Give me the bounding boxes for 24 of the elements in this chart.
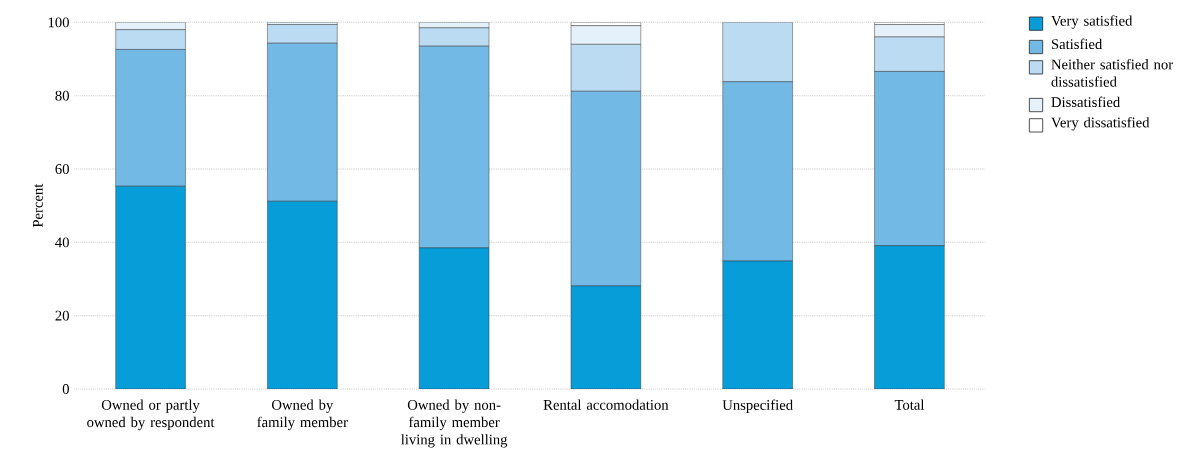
y-tick-label: 80: [55, 90, 69, 101]
y-tick-label: 20: [55, 310, 69, 321]
legend-label: Neither satisfied nor dissatisfied: [1051, 58, 1173, 87]
x-tick-label: Owned or partly owned by respondent: [87, 399, 215, 431]
y-axis-title: Percent: [33, 183, 43, 228]
bar: [418, 247, 490, 389]
legend-label: Satisfied: [1051, 38, 1103, 50]
bar: [267, 201, 338, 389]
legend-label: Very dissatisfied: [1051, 116, 1150, 131]
bar: [570, 285, 642, 389]
bar: [874, 245, 945, 389]
x-tick-label: Total: [894, 399, 925, 410]
y-tick-label: 0: [62, 384, 69, 394]
x-tick-label: Owned by family member: [257, 399, 348, 431]
bar: [722, 260, 793, 389]
x-tick-label: Rental accomodation: [543, 399, 669, 410]
y-tick-label: 60: [55, 164, 69, 174]
y-tick-label: 100: [48, 17, 69, 28]
legend-label: Very satisfied: [1051, 15, 1133, 29]
y-tick-label: 40: [55, 237, 69, 248]
legend-label: Dissatisfied: [1051, 96, 1121, 108]
x-tick-label: Owned by non-family member living in dwelling: [401, 399, 508, 448]
x-tick-label: Unspecified: [722, 399, 793, 413]
bar: [115, 185, 186, 389]
